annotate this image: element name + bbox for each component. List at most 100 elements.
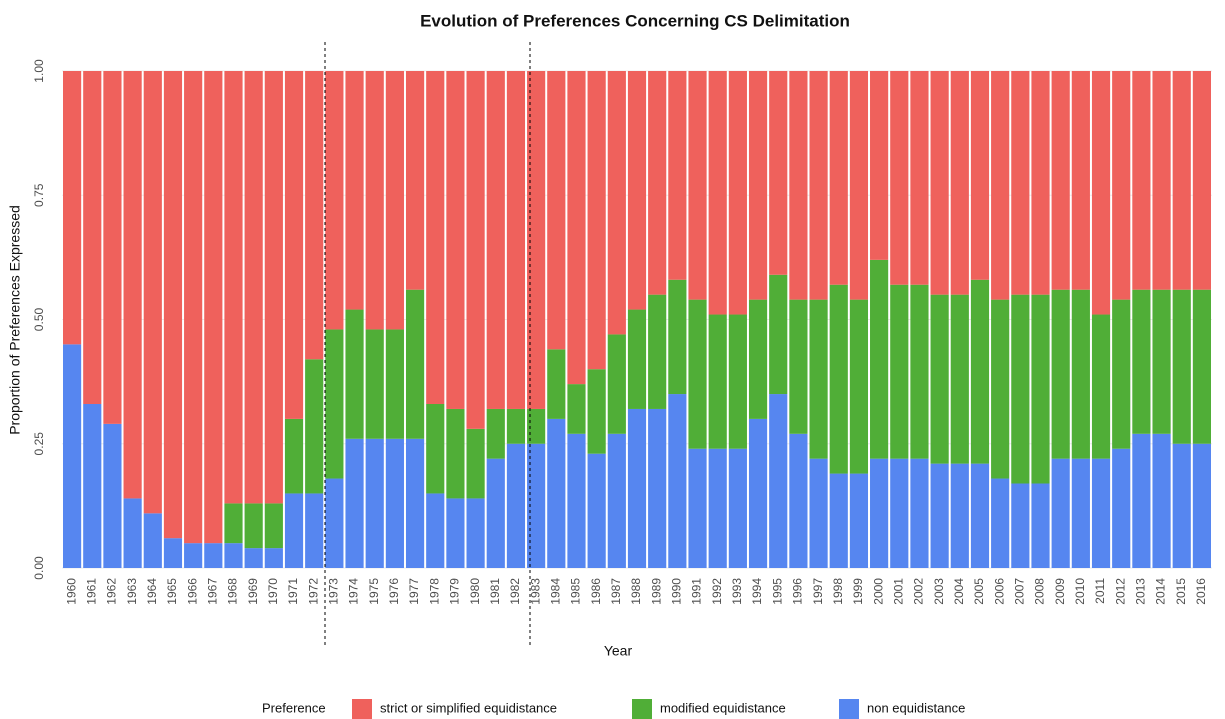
bar-segment xyxy=(627,408,647,568)
x-tick-label: 1990 xyxy=(670,578,684,605)
x-tick-label: 2004 xyxy=(952,578,966,605)
bar-segment xyxy=(849,71,869,300)
x-tick-label: 1988 xyxy=(629,578,643,605)
bar-segment xyxy=(607,433,626,568)
x-tick-label: 1996 xyxy=(791,578,805,605)
bar-segment xyxy=(143,513,162,568)
x-tick-label: 2012 xyxy=(1113,578,1127,605)
bar-segment xyxy=(244,71,263,504)
bar-segment xyxy=(486,458,505,568)
x-tick-label: 1964 xyxy=(145,578,159,605)
bar-segment xyxy=(1192,289,1211,444)
bar-segment xyxy=(930,71,949,295)
bar-segment xyxy=(1132,433,1151,568)
bar-segment xyxy=(547,418,566,568)
legend-title: Preference xyxy=(262,700,326,715)
bar-segment xyxy=(870,259,889,459)
bar-segment xyxy=(446,498,465,568)
bar-segment xyxy=(365,71,384,330)
x-tick-label: 1976 xyxy=(387,578,401,605)
bar-segment xyxy=(506,408,526,444)
bar-segment xyxy=(789,71,808,300)
bar-segment xyxy=(1031,294,1050,484)
bar-segment xyxy=(950,294,969,464)
x-tick-label: 2015 xyxy=(1174,578,1188,605)
bar-segment xyxy=(305,359,324,494)
x-tick-label: 1975 xyxy=(367,578,381,605)
bar-segment xyxy=(446,71,465,409)
bar-segment xyxy=(587,369,606,454)
bar-segment xyxy=(1152,71,1171,290)
bar-segment xyxy=(1172,289,1191,444)
bar-segment xyxy=(1051,71,1070,290)
bar-segment xyxy=(1132,71,1151,290)
bar-segment xyxy=(991,299,1010,479)
bar-segment xyxy=(789,433,808,568)
bar-segment xyxy=(345,438,364,568)
bar-segment xyxy=(1011,294,1030,484)
bar-segment xyxy=(769,274,788,395)
bar-segment xyxy=(163,71,183,539)
bar-segment xyxy=(748,71,768,300)
bar-segment xyxy=(305,71,324,360)
x-tick-label: 1993 xyxy=(730,578,744,605)
bar-segment xyxy=(466,71,485,429)
x-tick-label: 2000 xyxy=(871,578,885,605)
bar-segment xyxy=(849,299,869,474)
x-tick-label: 1973 xyxy=(327,578,341,605)
bar-segment xyxy=(83,71,102,404)
bar-segment xyxy=(1152,433,1171,568)
bar-segment xyxy=(890,284,909,459)
bar-segment xyxy=(1091,71,1111,315)
bar-segment xyxy=(325,71,344,330)
y-tick-label: 0.75 xyxy=(32,183,46,207)
bar-segment xyxy=(809,458,828,568)
bar-segment xyxy=(1071,289,1090,459)
bar-segment xyxy=(446,408,465,499)
bar-segment xyxy=(1091,458,1111,568)
bar-segment xyxy=(426,403,445,494)
x-tick-label: 2016 xyxy=(1194,578,1208,605)
bar-segment xyxy=(527,408,546,444)
bar-segment xyxy=(668,279,687,395)
x-tick-label: 1987 xyxy=(609,578,623,605)
bar-segment xyxy=(103,423,122,568)
bar-segment xyxy=(527,443,546,568)
bar-segment xyxy=(728,448,747,568)
bar-segment xyxy=(224,71,243,504)
bar-segment xyxy=(587,71,606,370)
bar-segment xyxy=(708,448,727,568)
x-tick-label: 2010 xyxy=(1073,578,1087,605)
bar-segment xyxy=(829,473,848,568)
bar-segment xyxy=(789,299,808,434)
y-tick-label: 0.50 xyxy=(32,307,46,331)
x-tick-label: 1985 xyxy=(569,578,583,605)
x-tick-label: 2014 xyxy=(1154,578,1168,605)
x-tick-label: 1969 xyxy=(246,578,260,605)
bar-segment xyxy=(264,548,283,568)
bar-segment xyxy=(930,463,949,568)
bar-segment xyxy=(668,71,687,280)
bar-segment xyxy=(748,418,768,568)
bar-segment xyxy=(910,458,929,568)
bar-segment xyxy=(426,493,445,568)
bar-segment xyxy=(385,438,404,568)
bar-segment xyxy=(1011,483,1030,568)
legend-label: non equidistance xyxy=(867,700,965,715)
bar-segment xyxy=(486,71,505,409)
bar-segment xyxy=(627,71,647,310)
x-tick-label: 1981 xyxy=(488,578,502,605)
x-tick-label: 1972 xyxy=(306,578,320,605)
x-tick-label: 1980 xyxy=(468,578,482,605)
bar-segment xyxy=(708,71,727,315)
bar-segment xyxy=(870,71,889,260)
bar-segment xyxy=(284,493,304,568)
bar-segment xyxy=(991,71,1010,300)
bar-segment xyxy=(365,438,384,568)
x-tick-label: 1960 xyxy=(64,578,78,605)
bar-segment xyxy=(405,71,425,290)
bar-segment xyxy=(123,71,142,499)
bar-segment xyxy=(567,384,586,434)
bar-segment xyxy=(769,394,788,568)
